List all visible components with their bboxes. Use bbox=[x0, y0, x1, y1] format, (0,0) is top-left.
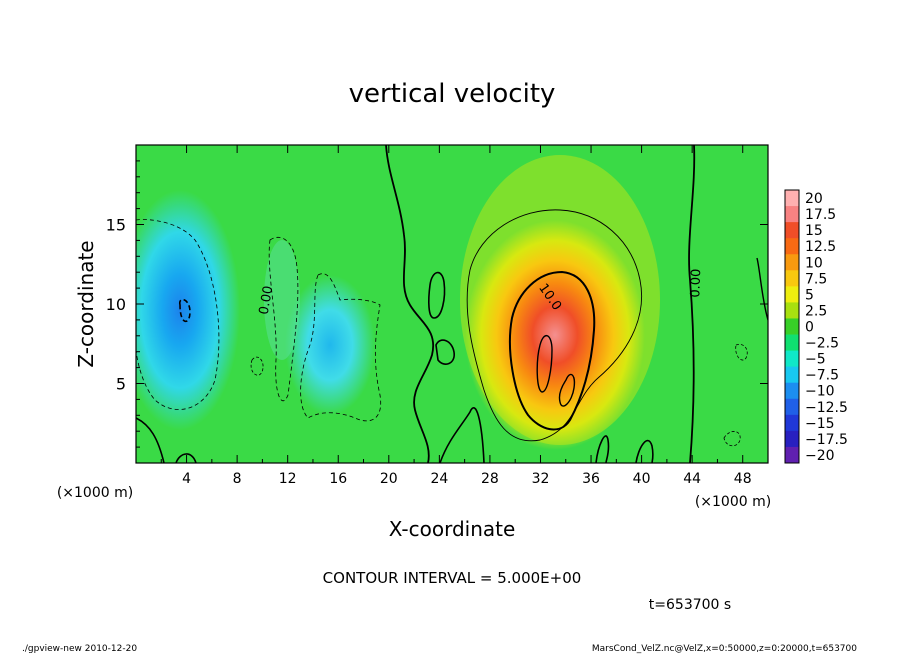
colorbar-swatch bbox=[785, 350, 799, 368]
colorbar-swatch bbox=[785, 270, 799, 287]
y-tick-label: 10 bbox=[106, 295, 126, 314]
x-tick-label: 24 bbox=[430, 471, 448, 487]
colorbar-label: 5 bbox=[805, 287, 814, 303]
contour-label: 0.00 bbox=[257, 285, 277, 316]
time-label: t=653700 s bbox=[649, 597, 731, 613]
x-tick-label: 40 bbox=[633, 471, 651, 487]
x-tick-label: 28 bbox=[481, 471, 499, 487]
colorbar-swatch bbox=[785, 398, 799, 416]
colorbar-label: 17.5 bbox=[805, 207, 836, 223]
colorbar-swatch bbox=[785, 446, 799, 464]
x-tick-label: 4 bbox=[182, 471, 191, 487]
x-axis: 4 8 12 16 20 24 28 32 36 40 44 48 bbox=[160, 145, 752, 487]
colorbar-label: 0 bbox=[805, 320, 814, 336]
x-tick-label: 12 bbox=[279, 471, 297, 487]
footer-left: ./gpview-new 2010-12-20 bbox=[22, 644, 137, 654]
chart-title: vertical velocity bbox=[349, 79, 556, 109]
colorbar: 2017.51512.5107.552.50−2.5−5−7.5−10−12.5… bbox=[784, 189, 848, 464]
colorbar-swatch bbox=[785, 302, 799, 319]
x-tick-label: 32 bbox=[532, 471, 550, 487]
colorbar-label: 7.5 bbox=[805, 271, 827, 287]
x-axis-label: X-coordinate bbox=[389, 517, 516, 541]
colorbar-label: 12.5 bbox=[805, 239, 836, 255]
colorbar-label: 2.5 bbox=[805, 303, 827, 319]
contour-label: 0.00 bbox=[688, 268, 704, 297]
colorbar-label: 10 bbox=[805, 255, 823, 271]
colorbar-label: 15 bbox=[805, 223, 823, 239]
colorbar-swatch bbox=[785, 430, 799, 448]
colorbar-label: 20 bbox=[805, 191, 823, 207]
x-tick-label: 36 bbox=[582, 471, 600, 487]
colorbar-swatch bbox=[785, 318, 799, 335]
colorbar-swatch bbox=[785, 366, 799, 384]
contour-interval: CONTOUR INTERVAL = 5.000E+00 bbox=[323, 569, 582, 587]
colorbar-label: −17.5 bbox=[805, 432, 848, 448]
colorbar-label: −5 bbox=[805, 352, 826, 368]
x-unit-right: (×1000 m) bbox=[695, 494, 771, 510]
colorbar-swatch bbox=[785, 286, 799, 303]
colorbar-swatch bbox=[785, 382, 799, 400]
x-tick-label: 20 bbox=[380, 471, 398, 487]
y-tick-label: 15 bbox=[106, 216, 126, 235]
colorbar-swatch bbox=[785, 238, 799, 255]
colorbar-label: −7.5 bbox=[805, 368, 839, 384]
plot-field bbox=[136, 145, 768, 463]
footer-right: MarsCond_VelZ.nc@VelZ,x=0:50000,z=0:2000… bbox=[592, 644, 857, 654]
y-axis-label: Z-coordinate bbox=[74, 240, 98, 367]
colorbar-swatch bbox=[785, 190, 799, 207]
x-unit-left: (×1000 m) bbox=[57, 485, 133, 501]
colorbar-label: −10 bbox=[805, 384, 835, 400]
colorbar-swatch bbox=[785, 254, 799, 271]
x-tick-label: 48 bbox=[734, 471, 752, 487]
colorbar-swatch bbox=[785, 222, 799, 239]
colorbar-swatch bbox=[785, 334, 799, 351]
x-tick-label: 16 bbox=[329, 471, 347, 487]
x-tick-label: 44 bbox=[683, 471, 701, 487]
x-tick-label: 8 bbox=[233, 471, 242, 487]
colorbar-swatch bbox=[785, 206, 799, 223]
colorbar-label: −20 bbox=[805, 448, 835, 464]
colorbar-label: −12.5 bbox=[805, 400, 848, 416]
colorbar-label: −2.5 bbox=[805, 336, 839, 352]
colorbar-label: −15 bbox=[805, 416, 835, 432]
y-tick-label: 5 bbox=[116, 375, 126, 394]
y-axis: 5 10 15 bbox=[106, 160, 768, 448]
colorbar-frame bbox=[784, 189, 800, 464]
colorbar-swatch bbox=[785, 414, 799, 432]
